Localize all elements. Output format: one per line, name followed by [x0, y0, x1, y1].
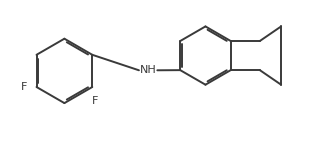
- Text: F: F: [21, 82, 27, 92]
- Text: F: F: [91, 96, 98, 106]
- Text: NH: NH: [140, 65, 157, 75]
